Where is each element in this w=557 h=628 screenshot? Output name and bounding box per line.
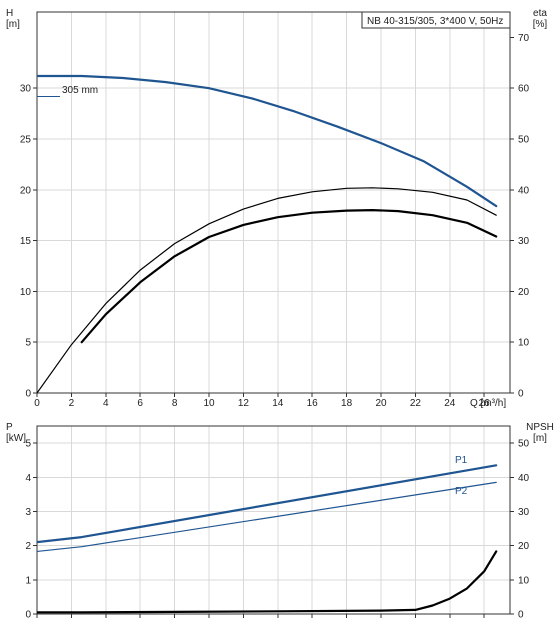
x-tick-label: 20	[375, 398, 387, 409]
y-right-tick-label: 20	[518, 287, 530, 298]
y-right-tick-label: 50	[518, 135, 530, 146]
y-left-tick-label: 0	[25, 389, 31, 400]
y-left-tick-label: 2	[25, 541, 31, 552]
y-left-axis-label: [kW]	[6, 433, 26, 444]
y-left-tick-label: 25	[20, 135, 32, 146]
title-box-frame	[361, 11, 511, 29]
y-left-tick-label: 0	[25, 610, 31, 621]
y-right-tick-label: 20	[518, 541, 530, 552]
chart-title-box: NB 40-315/305, 3*400 V, 50Hz	[361, 11, 511, 29]
x-tick-label: 12	[238, 398, 250, 409]
y-left-tick-label: 1	[25, 575, 31, 586]
x-tick-label: 4	[103, 398, 109, 409]
y-right-tick-label: 0	[518, 610, 524, 621]
y-left-axis-label: P	[6, 422, 13, 433]
y-right-tick-label: 30	[518, 507, 530, 518]
y-left-tick-label: 10	[20, 287, 32, 298]
plot-frame	[36, 425, 511, 615]
x-tick-label: 2	[69, 398, 75, 409]
x-tick-label: 6	[137, 398, 143, 409]
x-axis-label: Q [m³/h]	[470, 398, 506, 409]
y-left-tick-label: 5	[25, 338, 31, 349]
x-tick-label: 26	[479, 398, 491, 409]
x-tick-label: 14	[272, 398, 284, 409]
y-right-tick-label: 40	[518, 185, 530, 196]
x-tick-label: 18	[341, 398, 353, 409]
y-right-axis-label: [m]	[533, 433, 547, 444]
y-right-tick-label: 60	[518, 84, 530, 95]
series-label-p2: P2	[455, 486, 468, 497]
y-right-axis-label: [%]	[533, 19, 548, 30]
plot-frame	[36, 11, 511, 394]
x-tick-label: 0	[34, 398, 40, 409]
series-line-1-2	[37, 550, 498, 614]
series-label-p1: P1	[455, 455, 468, 466]
series-line-1-1	[37, 481, 497, 553]
y-left-tick-label: 20	[20, 185, 32, 196]
x-tick-label: 10	[203, 398, 215, 409]
y-right-tick-label: 40	[518, 473, 530, 484]
y-right-tick-label: 70	[518, 33, 530, 44]
y-left-tick-label: 3	[25, 507, 31, 518]
series-line-0-0	[37, 74, 498, 208]
y-left-axis-label: H	[6, 8, 13, 19]
x-tick-label: 16	[307, 398, 319, 409]
series-line-0-2	[80, 209, 498, 344]
y-left-tick-label: 4	[25, 473, 31, 484]
y-right-tick-label: 50	[518, 439, 530, 450]
y-right-tick-label: 30	[518, 236, 530, 247]
y-right-axis-label: NPSH	[526, 422, 554, 433]
y-right-axis-label: eta	[533, 8, 547, 19]
y-right-tick-label: 0	[518, 389, 524, 400]
y-right-tick-label: 10	[518, 338, 530, 349]
series-line-1-0	[37, 464, 498, 544]
y-left-tick-label: 5	[25, 439, 31, 450]
chart-title: NB 40-315/305, 3*400 V, 50Hz	[367, 16, 503, 27]
x-tick-label: 22	[410, 398, 422, 409]
x-tick-label: 8	[172, 398, 178, 409]
y-right-tick-label: 10	[518, 575, 530, 586]
x-tick-label: 24	[444, 398, 456, 409]
series-label-305mm: 305 mm	[62, 85, 98, 96]
series-line-0-1	[37, 187, 497, 393]
y-left-tick-label: 15	[20, 236, 32, 247]
y-left-tick-label: 30	[20, 84, 32, 95]
y-left-axis-label: [m]	[6, 19, 20, 30]
